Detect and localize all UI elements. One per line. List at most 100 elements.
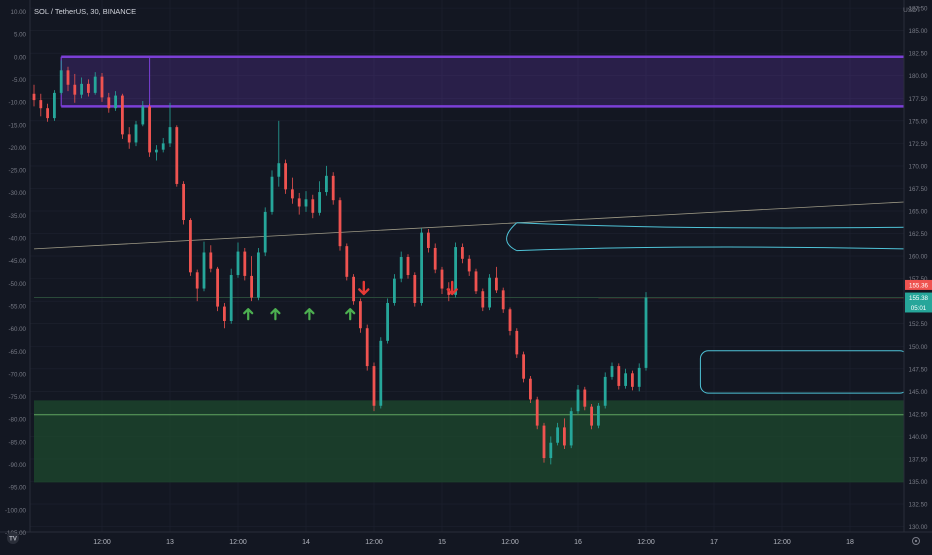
candle-body xyxy=(114,95,117,109)
candle-body xyxy=(508,309,512,331)
left-tick-label: -35.00 xyxy=(8,213,26,220)
right-tick-label: 175.00 xyxy=(909,118,928,125)
time-tick-label: 17 xyxy=(710,539,718,546)
candle-body xyxy=(311,199,315,213)
candle-body xyxy=(603,376,607,406)
green-up-arrow-icon xyxy=(243,308,254,321)
candle-body xyxy=(39,100,43,109)
left-tick-label: -45.00 xyxy=(8,258,26,265)
left-tick-label: 10.00 xyxy=(11,9,27,16)
candle-body xyxy=(372,366,376,406)
cyan-channel-bottom xyxy=(516,246,905,252)
candle-body xyxy=(195,272,199,289)
price-tag xyxy=(905,302,932,313)
candle-body xyxy=(93,76,97,93)
left-tick-label: -90.00 xyxy=(8,462,26,469)
left-tick-label: 5.00 xyxy=(14,32,27,39)
red-down-arrow-icon xyxy=(358,280,370,296)
candle-body xyxy=(556,427,559,443)
candle-body xyxy=(236,251,240,276)
candle-body xyxy=(576,389,580,412)
time-tick-label: 12:00 xyxy=(365,539,383,546)
green-demand-zone xyxy=(34,400,904,483)
left-tick-label: -100.00 xyxy=(5,507,27,514)
currency-label: USDT xyxy=(903,7,921,14)
candle-body xyxy=(637,367,641,387)
candle-body xyxy=(175,127,179,184)
right-tick-label: 145.00 xyxy=(909,389,928,396)
candle-body xyxy=(66,70,70,85)
left-tick-label: -55.00 xyxy=(8,303,26,310)
candle-body xyxy=(617,366,621,386)
candle-body xyxy=(399,256,403,279)
left-tick-label: -70.00 xyxy=(8,371,26,378)
candles xyxy=(32,60,648,465)
price-tag-label: 155.38 xyxy=(909,295,928,302)
left-tick-label: -50.00 xyxy=(8,281,26,288)
settings-icon[interactable] xyxy=(912,537,920,545)
time-tick-label: 16 xyxy=(574,539,582,546)
price-tag xyxy=(905,279,932,290)
candle-body xyxy=(257,252,260,298)
right-tick-label: 180.00 xyxy=(909,73,928,80)
candle-body xyxy=(297,198,301,207)
candle-body xyxy=(318,192,321,213)
right-axis-panel xyxy=(904,0,932,532)
candle-body xyxy=(87,83,90,93)
right-tick-label: 182.50 xyxy=(909,51,928,58)
right-tick-label: 150.00 xyxy=(909,344,928,351)
candle-body xyxy=(331,175,335,201)
candle-body xyxy=(352,276,355,302)
time-axis[interactable]: 12:00 13 12:00 14 12:00 15 12:00 16 12:00 17 12:00… xyxy=(93,539,854,546)
candle-body xyxy=(454,247,457,295)
time-tick-label: 12:00 xyxy=(773,539,791,546)
trendline xyxy=(33,201,905,250)
left-tick-label: -20.00 xyxy=(8,145,26,152)
candle-body xyxy=(100,76,104,98)
time-tick-label: 12:00 xyxy=(637,539,655,546)
price-tag xyxy=(905,292,932,303)
candle-body xyxy=(624,373,627,386)
cyan-channel-left xyxy=(506,222,518,252)
chart-title: SOL / TetherUS, 30, BINANCE xyxy=(34,7,136,16)
candle-body xyxy=(501,290,505,310)
candle-body xyxy=(141,106,145,125)
candle-body xyxy=(597,405,600,426)
time-tick-label: 12:00 xyxy=(501,539,519,546)
left-tick-label: -40.00 xyxy=(8,236,26,243)
left-axis[interactable]: 10.00 5.00 0.00 -5.00 -10.00 -15.00 -20.00 -25.… xyxy=(5,9,27,537)
candle-body xyxy=(359,301,362,329)
right-tick-label: 130.00 xyxy=(909,524,928,531)
candle-body xyxy=(148,106,151,153)
candle-body xyxy=(32,93,36,101)
candle-body xyxy=(406,256,410,276)
right-tick-label: 177.50 xyxy=(909,96,928,103)
cyan-channel-top xyxy=(516,222,905,229)
candle-body xyxy=(495,277,498,291)
purple-supply-zone xyxy=(61,56,904,107)
candle-body xyxy=(644,297,648,368)
candle-body xyxy=(440,269,444,289)
right-tick-label: 132.50 xyxy=(909,502,928,509)
right-tick-label: 165.00 xyxy=(909,208,928,215)
candle-body xyxy=(250,275,253,298)
candle-body xyxy=(488,277,491,308)
candle-body xyxy=(189,220,192,273)
candle-body xyxy=(365,328,369,367)
candle-body xyxy=(121,95,124,135)
candle-body xyxy=(127,134,131,143)
candle-body xyxy=(59,70,63,93)
candle-body xyxy=(202,252,206,289)
right-tick-label: 185.00 xyxy=(909,28,928,35)
tradingview-logo[interactable]: TV xyxy=(7,532,19,544)
candle-body xyxy=(522,354,525,379)
candle-body xyxy=(386,302,389,341)
right-tick-label: 142.50 xyxy=(909,411,928,418)
time-tick-label: 14 xyxy=(302,539,310,546)
candle-body xyxy=(420,232,423,303)
time-tick-label: 12:00 xyxy=(93,539,111,546)
left-tick-label: -80.00 xyxy=(8,417,26,424)
candle-body xyxy=(569,411,573,446)
